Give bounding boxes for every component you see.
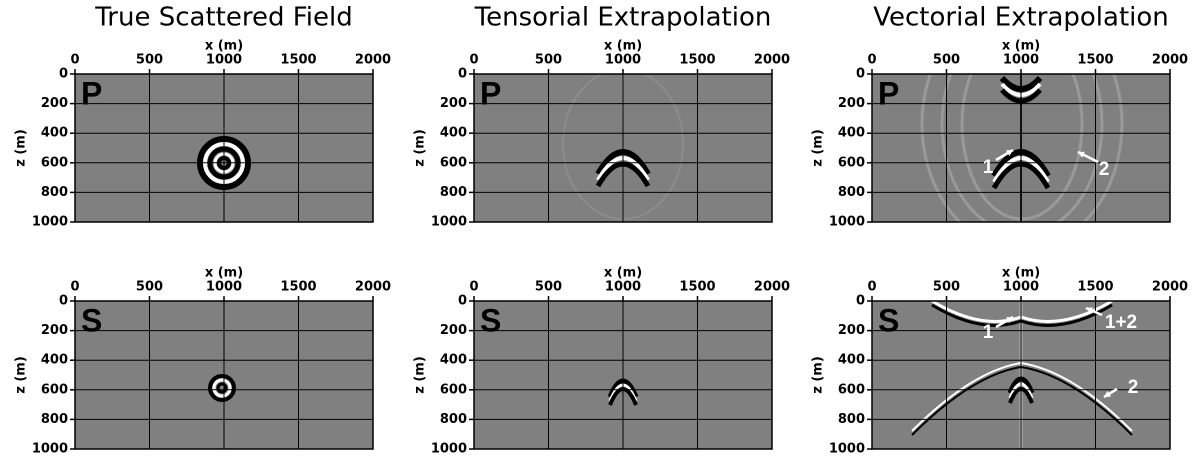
y-tick-label: 200 xyxy=(41,96,68,111)
x-tick-label: 2000 xyxy=(355,280,391,295)
y-tick-label: 200 xyxy=(41,323,68,338)
x-tick-label: 1500 xyxy=(1077,53,1113,68)
y-tick-label: 0 xyxy=(856,294,865,309)
annotation: 1 xyxy=(983,157,994,178)
panel-title: Tensorial Extrapolation xyxy=(474,3,772,33)
annotation: 2 xyxy=(1128,377,1139,398)
panel-label: S xyxy=(81,302,102,338)
y-tick-label: 800 xyxy=(440,185,467,200)
y-tick-label: 800 xyxy=(838,412,865,427)
x-tick-label: 1500 xyxy=(280,53,316,68)
y-tick-label: 600 xyxy=(41,155,68,170)
x-tick-label: 500 xyxy=(933,280,960,295)
x-tick-label: 2000 xyxy=(1152,53,1188,68)
y-tick-label: 600 xyxy=(838,382,865,397)
figure: True Scattered Fieldx (m)z (m)0500100015… xyxy=(0,0,1195,459)
x-tick-label: 1500 xyxy=(280,280,316,295)
x-tick-label: 0 xyxy=(867,280,876,295)
y-tick-label: 0 xyxy=(458,67,467,82)
x-axis-label: x (m) xyxy=(604,39,642,54)
y-axis-label: z (m) xyxy=(14,129,29,167)
panel-label: P xyxy=(81,75,102,111)
y-tick-label: 0 xyxy=(59,67,68,82)
y-tick-label: 600 xyxy=(41,382,68,397)
y-axis-label: z (m) xyxy=(811,356,826,394)
x-tick-label: 1000 xyxy=(605,280,641,295)
x-tick-label: 1000 xyxy=(206,53,242,68)
y-tick-label: 400 xyxy=(440,353,467,368)
annotation: 2 xyxy=(1099,159,1110,180)
y-tick-label: 200 xyxy=(838,323,865,338)
y-tick-label: 1000 xyxy=(431,215,467,230)
x-tick-label: 0 xyxy=(867,53,876,68)
y-tick-label: 0 xyxy=(856,67,865,82)
x-tick-label: 1000 xyxy=(605,53,641,68)
y-tick-label: 800 xyxy=(41,412,68,427)
x-tick-label: 1000 xyxy=(1003,53,1039,68)
x-tick-label: 500 xyxy=(535,53,562,68)
y-tick-label: 600 xyxy=(440,155,467,170)
y-tick-label: 1000 xyxy=(32,442,68,457)
x-axis-label: x (m) xyxy=(205,39,243,54)
x-tick-label: 0 xyxy=(70,280,79,295)
x-axis-label: x (m) xyxy=(604,266,642,281)
y-tick-label: 200 xyxy=(440,96,467,111)
panel-label: P xyxy=(480,75,501,111)
y-tick-label: 0 xyxy=(458,294,467,309)
panel-title: Vectorial Extrapolation xyxy=(873,3,1169,33)
x-axis-label: x (m) xyxy=(1002,266,1040,281)
y-tick-label: 400 xyxy=(41,353,68,368)
y-tick-label: 0 xyxy=(59,294,68,309)
y-tick-label: 800 xyxy=(440,412,467,427)
panel-label: S xyxy=(878,302,899,338)
x-tick-label: 2000 xyxy=(1152,280,1188,295)
y-tick-label: 400 xyxy=(838,126,865,141)
x-tick-label: 1000 xyxy=(206,280,242,295)
x-tick-label: 1500 xyxy=(1077,280,1113,295)
y-tick-label: 1000 xyxy=(431,442,467,457)
x-tick-label: 500 xyxy=(933,53,960,68)
y-tick-label: 400 xyxy=(440,126,467,141)
panel-label: S xyxy=(480,302,501,338)
y-tick-label: 200 xyxy=(440,323,467,338)
x-axis-label: x (m) xyxy=(205,266,243,281)
x-axis-label: x (m) xyxy=(1002,39,1040,54)
x-tick-label: 0 xyxy=(469,53,478,68)
y-tick-label: 1000 xyxy=(829,215,865,230)
y-tick-label: 600 xyxy=(838,155,865,170)
y-tick-label: 600 xyxy=(440,382,467,397)
y-tick-label: 800 xyxy=(838,185,865,200)
x-tick-label: 500 xyxy=(136,53,163,68)
annotation: 1+2 xyxy=(1105,312,1137,333)
y-tick-label: 800 xyxy=(41,185,68,200)
y-tick-label: 400 xyxy=(838,353,865,368)
y-axis-label: z (m) xyxy=(811,129,826,167)
y-axis-label: z (m) xyxy=(413,129,428,167)
y-tick-label: 1000 xyxy=(829,442,865,457)
x-tick-label: 0 xyxy=(70,53,79,68)
x-tick-label: 0 xyxy=(469,280,478,295)
panel-label: P xyxy=(878,75,899,111)
y-axis-label: z (m) xyxy=(14,356,29,394)
y-axis-label: z (m) xyxy=(413,356,428,394)
x-tick-label: 500 xyxy=(136,280,163,295)
x-tick-label: 2000 xyxy=(754,280,790,295)
x-tick-label: 500 xyxy=(535,280,562,295)
panel-title: True Scattered Field xyxy=(94,3,353,33)
x-tick-label: 1000 xyxy=(1003,280,1039,295)
y-tick-label: 400 xyxy=(41,126,68,141)
x-tick-label: 1500 xyxy=(679,280,715,295)
x-tick-label: 2000 xyxy=(754,53,790,68)
y-tick-label: 200 xyxy=(838,96,865,111)
x-tick-label: 1500 xyxy=(679,53,715,68)
y-tick-label: 1000 xyxy=(32,215,68,230)
annotation: 1 xyxy=(983,322,994,343)
x-tick-label: 2000 xyxy=(355,53,391,68)
